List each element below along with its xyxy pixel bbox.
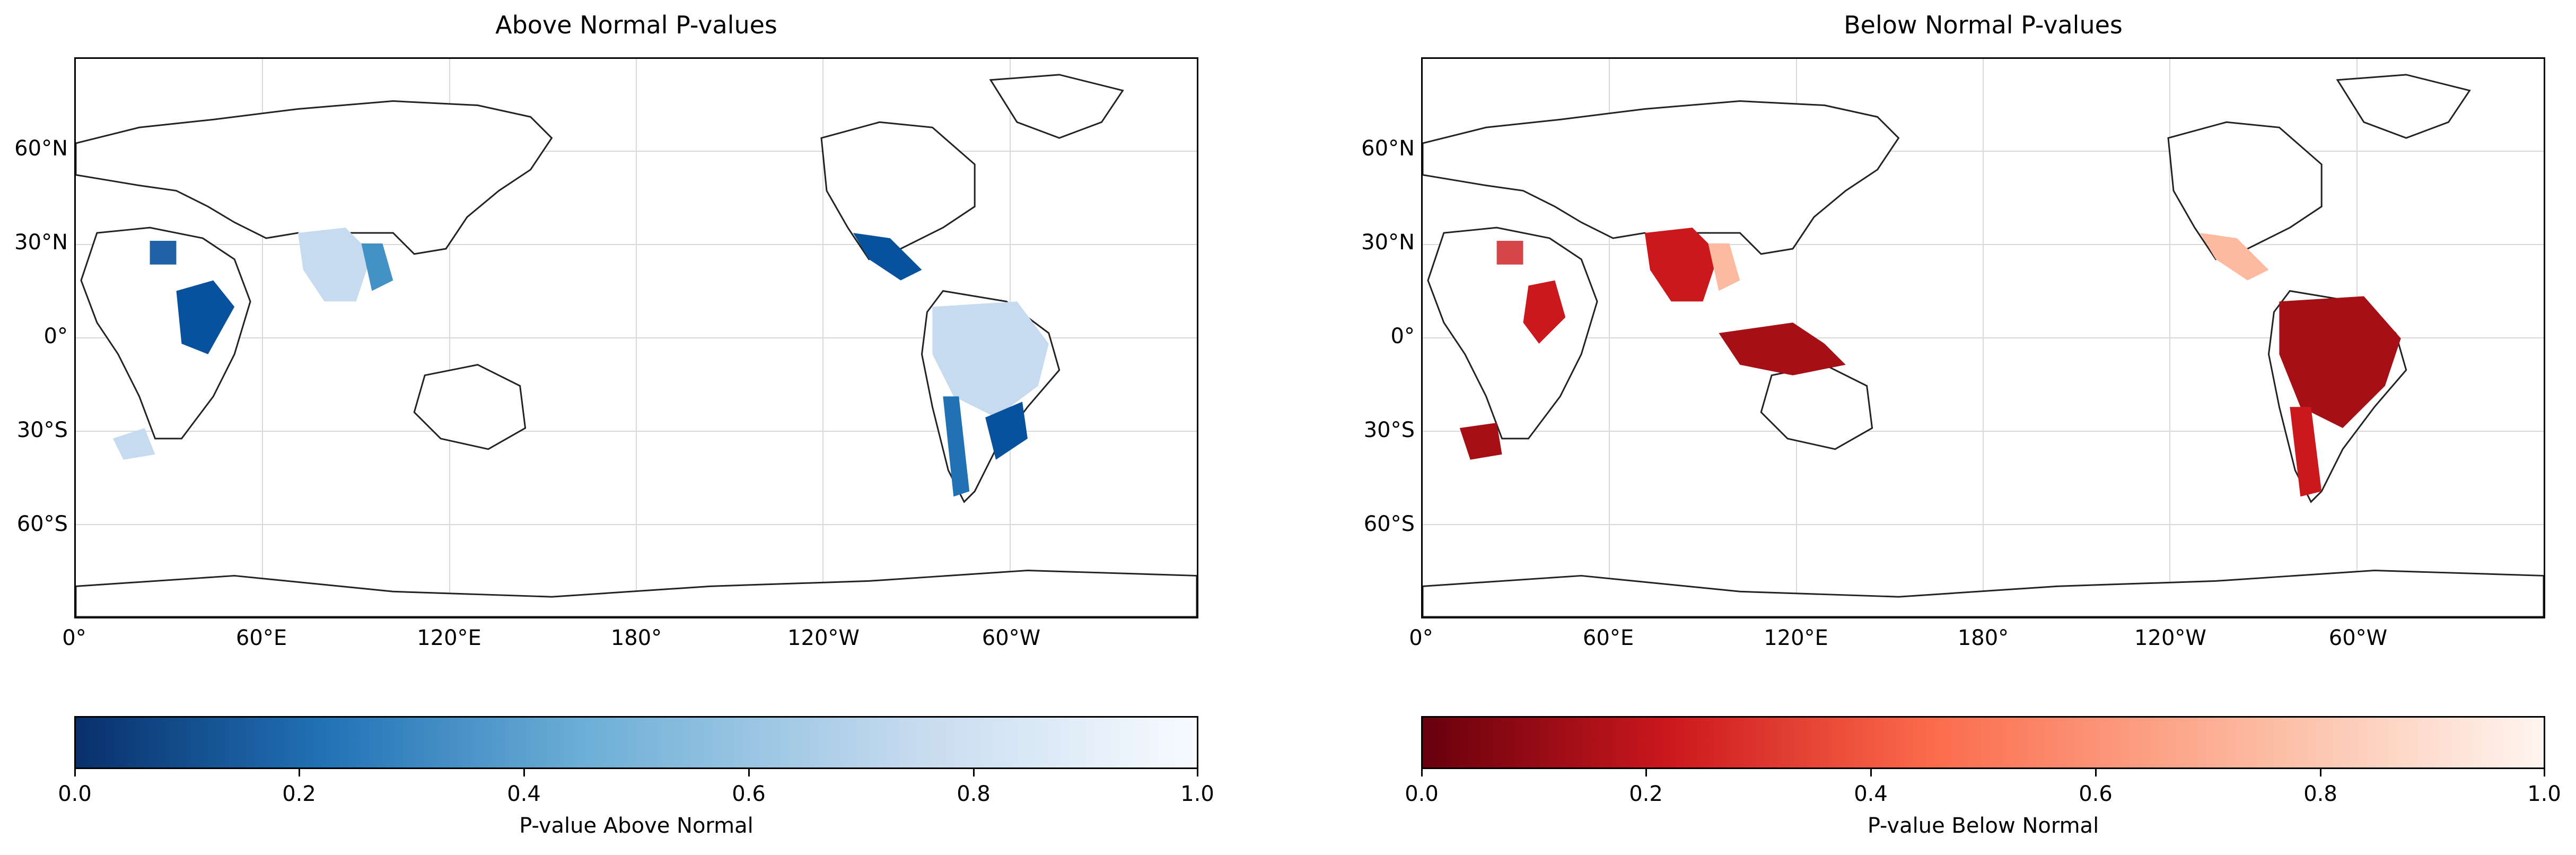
lon-label-60w: 60°W bbox=[2328, 626, 2388, 650]
map-title: Below Normal P-values bbox=[1844, 11, 2123, 39]
colorbar-label: P-value Above Normal bbox=[519, 814, 753, 838]
lat-label-60n: 60°N bbox=[14, 136, 68, 161]
colorbar-tick: 0.4 bbox=[1854, 782, 1888, 806]
colorbar-tick: 0.8 bbox=[957, 782, 991, 806]
lat-label-30n: 30°N bbox=[1361, 230, 1415, 255]
lon-label-120w: 120°W bbox=[2134, 626, 2206, 650]
lat-label-30s: 30°S bbox=[16, 418, 68, 442]
lat-label-60s: 60°S bbox=[16, 512, 68, 536]
lat-label-30s: 30°S bbox=[1363, 418, 1415, 442]
map-frame bbox=[1421, 57, 2545, 618]
lon-label-0: 0° bbox=[1409, 626, 1433, 650]
pvalue-fill bbox=[112, 228, 1049, 497]
lon-label-60e: 60°E bbox=[1582, 626, 1634, 650]
lon-label-120e: 120°E bbox=[1764, 626, 1828, 650]
lon-label-120e: 120°E bbox=[417, 626, 481, 650]
lat-label-60s: 60°S bbox=[1363, 512, 1415, 536]
lon-label-180: 180° bbox=[610, 626, 662, 650]
colorbar bbox=[1421, 716, 2545, 769]
colorbar-tick: 0.0 bbox=[58, 782, 92, 806]
map-frame bbox=[74, 57, 1198, 618]
lon-label-180: 180° bbox=[1957, 626, 2009, 650]
colorbar-tick: 0.6 bbox=[732, 782, 766, 806]
lon-label-120w: 120°W bbox=[787, 626, 860, 650]
colorbar-tick: 1.0 bbox=[2527, 782, 2561, 806]
lon-label-0: 0° bbox=[62, 626, 86, 650]
colorbar-tick: 0.4 bbox=[507, 782, 541, 806]
colorbar-label: P-value Below Normal bbox=[1867, 814, 2099, 838]
world-map bbox=[76, 59, 1197, 617]
lat-label-0: 0° bbox=[1390, 324, 1415, 348]
colorbar-tick: 0.0 bbox=[1405, 782, 1439, 806]
lat-label-30n: 30°N bbox=[14, 230, 68, 255]
above-normal-panel: Above Normal P-values 60°N 30°N 0° 30°S … bbox=[0, 0, 1246, 855]
lon-label-60e: 60°E bbox=[235, 626, 287, 650]
colorbar-tick: 0.8 bbox=[2303, 782, 2337, 806]
colorbar-tick: 0.2 bbox=[1629, 782, 1663, 806]
lat-label-60n: 60°N bbox=[1361, 136, 1415, 161]
colorbar-tick: 0.6 bbox=[2079, 782, 2113, 806]
map-title: Above Normal P-values bbox=[495, 11, 777, 39]
below-normal-panel: Below Normal P-values 60°N 30°N 0° 30°S … bbox=[1347, 0, 2576, 855]
colorbar-tick: 1.0 bbox=[1180, 782, 1214, 806]
lat-label-0: 0° bbox=[43, 324, 68, 348]
lon-label-60w: 60°W bbox=[982, 626, 1041, 650]
colorbar-tick: 0.2 bbox=[282, 782, 316, 806]
world-map bbox=[1423, 59, 2544, 617]
colorbar bbox=[74, 716, 1198, 769]
pvalue-fill bbox=[1459, 228, 2401, 497]
